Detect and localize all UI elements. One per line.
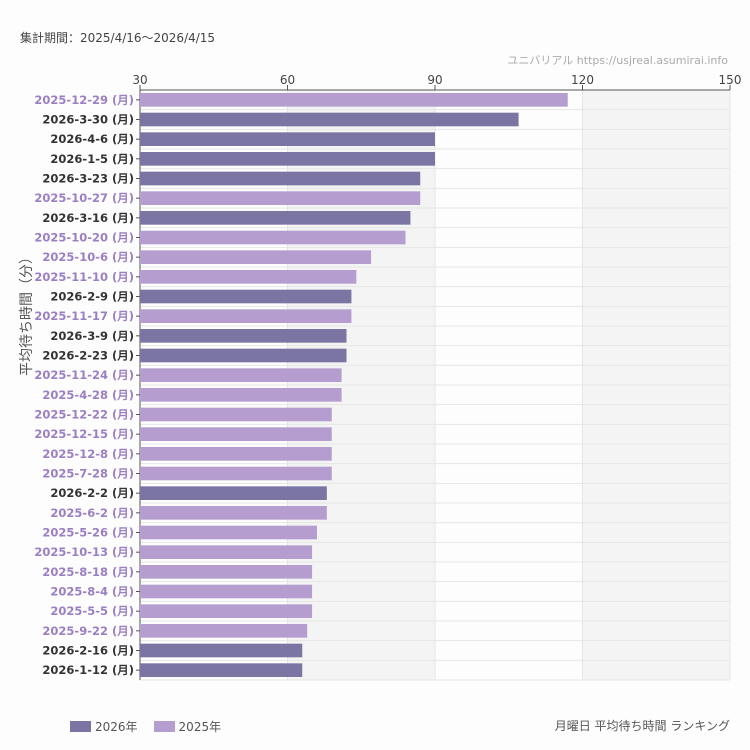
y-tick-label: 2025-5-5 (月) xyxy=(50,604,134,618)
x-tick-label: 150 xyxy=(719,73,742,87)
y-tick-label: 2026-2-9 (月) xyxy=(50,290,134,304)
bar xyxy=(140,230,406,245)
y-tick-label: 2026-3-9 (月) xyxy=(50,329,134,343)
x-tick-label: 60 xyxy=(280,73,295,87)
bar xyxy=(140,486,327,500)
bar xyxy=(140,211,411,225)
bar xyxy=(140,348,347,363)
y-tick-label: 2025-10-13 (月) xyxy=(34,545,134,559)
legend-label: 2025年 xyxy=(178,720,222,734)
chart-caption: 月曜日 平均待ち時間 ランキング xyxy=(554,719,730,733)
legend: 2026年 2025年 xyxy=(70,718,221,735)
bar xyxy=(140,329,347,343)
legend-item-2025[interactable]: 2025年 xyxy=(153,718,222,735)
bar xyxy=(140,112,519,127)
bar-chart: 30 60 90 120 150 2025-12-29 (月) 2026-3-30 (月) 2… xyxy=(34,73,742,681)
y-tick-label: 2026-2-2 (月) xyxy=(50,486,134,500)
y-tick-label: 2025-11-24 (月) xyxy=(34,368,134,382)
y-tick-label: 2025-12-15 (月) xyxy=(34,427,134,441)
y-tick-label: 2026-2-23 (月) xyxy=(42,349,134,363)
y-tick-label: 2025-8-18 (月) xyxy=(42,565,134,579)
y-tick-label: 2025-11-10 (月) xyxy=(34,270,134,284)
bar xyxy=(140,270,357,284)
y-tick-label: 2026-1-12 (月) xyxy=(42,663,134,677)
bar xyxy=(140,171,421,186)
y-tick-label: 2025-10-6 (月) xyxy=(42,250,134,264)
bar xyxy=(140,152,435,166)
y-tick-label: 2026-3-16 (月) xyxy=(42,211,134,225)
bar xyxy=(140,447,332,461)
bar xyxy=(140,407,332,422)
y-tick-label: 2025-12-22 (月) xyxy=(34,408,134,422)
bar xyxy=(140,132,435,146)
bar xyxy=(140,191,421,205)
y-tick-label: 2025-10-27 (月) xyxy=(34,191,134,205)
bar xyxy=(140,663,303,677)
legend-label: 2026年 xyxy=(95,720,138,734)
y-tick-label: 2026-2-16 (月) xyxy=(42,644,134,658)
bar xyxy=(140,289,352,304)
y-tick-label: 2025-11-17 (月) xyxy=(34,309,134,323)
y-tick-label: 2025-12-29 (月) xyxy=(34,93,134,107)
y-tick-label: 2026-4-6 (月) xyxy=(50,132,134,146)
y-tick-label: 2025-6-2 (月) xyxy=(50,506,134,520)
bar xyxy=(140,368,342,382)
y-tick-label: 2025-8-4 (月) xyxy=(50,585,134,599)
bar xyxy=(140,604,313,618)
y-tick-label: 2025-4-28 (月) xyxy=(42,388,134,402)
bar xyxy=(140,506,327,520)
bar xyxy=(140,309,352,323)
legend-item-2026[interactable]: 2026年 xyxy=(70,718,138,735)
y-tick-label: 2026-3-30 (月) xyxy=(42,113,134,127)
bar xyxy=(140,584,313,599)
y-tick-label: 2026-1-5 (月) xyxy=(50,152,134,166)
bar xyxy=(140,624,308,638)
bar xyxy=(140,545,313,559)
y-tick-label: 2025-5-26 (月) xyxy=(42,526,134,540)
bar xyxy=(140,388,342,402)
legend-swatch-2026 xyxy=(70,721,91,732)
bar xyxy=(140,93,568,107)
bar xyxy=(140,427,332,441)
legend-swatch-2025 xyxy=(153,721,175,732)
y-tick-label: 2026-3-23 (月) xyxy=(42,172,134,186)
bar xyxy=(140,525,317,540)
site-credit: ユニバリアル https://usjreal.asumirai.info xyxy=(507,54,728,67)
bar xyxy=(140,565,313,579)
y-tick-label: 2025-9-22 (月) xyxy=(42,624,134,638)
x-tick-label: 30 xyxy=(132,73,147,87)
y-tick-label: 2025-12-8 (月) xyxy=(42,447,134,461)
bar xyxy=(140,643,303,658)
y-tick-label: 2025-7-28 (月) xyxy=(42,467,134,481)
y-tick-label: 2025-10-20 (月) xyxy=(34,231,134,245)
x-tick-label: 90 xyxy=(427,73,442,87)
bar xyxy=(140,466,332,481)
x-tick-label: 120 xyxy=(571,73,594,87)
period-label: 集計期間：2025/4/16〜2026/4/15 xyxy=(20,31,216,45)
bar xyxy=(140,250,372,264)
